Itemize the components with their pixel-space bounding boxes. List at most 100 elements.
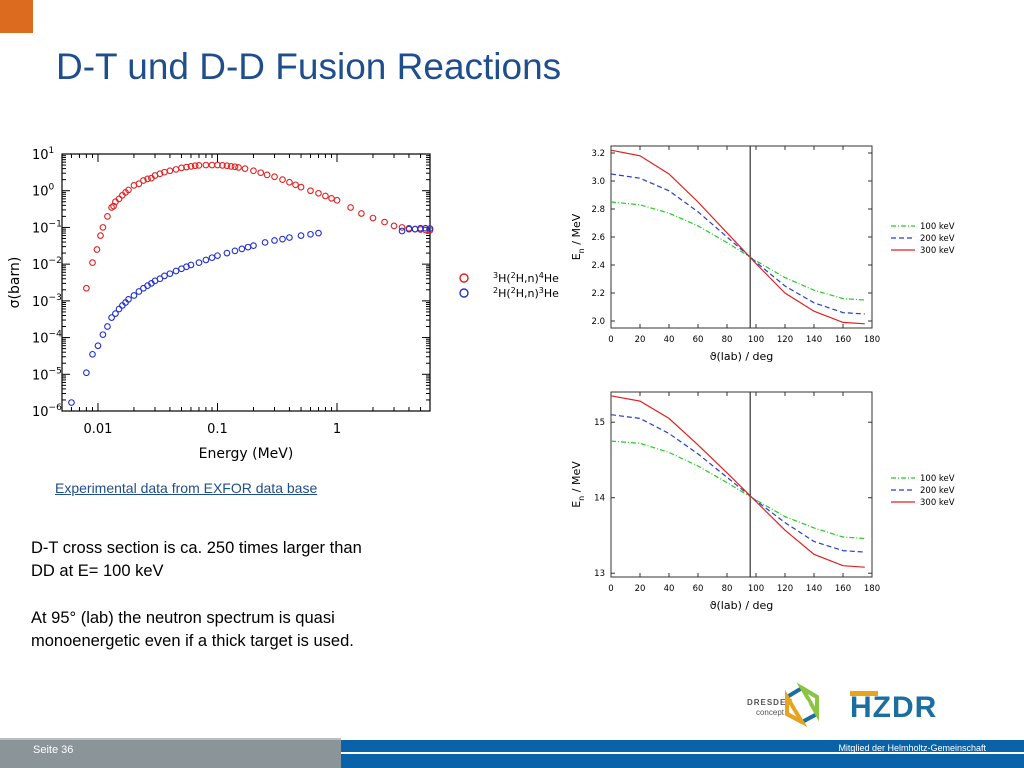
- dd-data-point: [68, 399, 75, 406]
- hzdr-logo: HZDR: [850, 691, 936, 724]
- footer-right-bar: [341, 740, 1024, 768]
- dt-data-point: [166, 167, 174, 175]
- dd-data-point: [214, 252, 221, 260]
- x-tick-label: 180: [864, 584, 880, 594]
- y-tick-label: 2.4: [591, 261, 605, 271]
- para1-line2: DD at E= 100 keV: [31, 562, 164, 580]
- x-tick-label: 120: [777, 335, 793, 345]
- exfor-link[interactable]: Experimental data from EXFOR data base: [55, 480, 318, 496]
- series-line-k200: [610, 414, 865, 553]
- dt-data-point: [307, 187, 314, 195]
- dd-data-point: [286, 234, 293, 241]
- dt-data-point: [97, 232, 104, 239]
- x-tick-label: 0.1: [207, 422, 228, 437]
- dt-data-point: [279, 176, 286, 184]
- y-tick-label: 100: [32, 183, 55, 200]
- slide-title: D-T und D-D Fusion Reactions: [56, 46, 562, 87]
- dt-data-point: [214, 161, 221, 169]
- dd-energy-angle-chart: 0 20 40 60 80 100 120 140 160 180 2.0 2.2 2.4 2.6 2.8 3…: [570, 145, 955, 363]
- dd-data-point: [422, 224, 429, 232]
- x-tick-label: 40: [664, 584, 675, 594]
- dt-data-point: [250, 167, 257, 175]
- x-axis-label: Energy (MeV): [199, 446, 294, 462]
- dt-data-point: [297, 183, 305, 191]
- dd-data-point: [271, 237, 278, 244]
- series-line-k200: [610, 173, 865, 315]
- dt-data-point: [187, 163, 195, 170]
- legend-label-k200: 200 keV: [920, 234, 955, 244]
- x-tick-label: 40: [664, 335, 675, 345]
- y-tick-label: 101: [32, 146, 54, 163]
- y-axis-label: En / MeV: [570, 461, 586, 508]
- dt-data-point: [125, 186, 132, 194]
- series-line-k300: [610, 149, 865, 325]
- dd-data-point: [112, 310, 119, 317]
- dd-data-point: [231, 247, 239, 255]
- y-tick-label: 10−4: [32, 330, 62, 347]
- para1-line1: D-T cross section is ca. 250 times large…: [31, 539, 362, 557]
- x-tick-label: 20: [635, 584, 646, 594]
- dt-data-point: [398, 224, 406, 231]
- plot-frame: [610, 391, 873, 578]
- footer-left-bar: [0, 740, 341, 768]
- x-tick-label: 0: [608, 584, 613, 594]
- legend-label-dd: 2H(2H,n)3He: [493, 286, 559, 300]
- dd-data-point: [417, 224, 424, 232]
- dt-data-point: [235, 164, 242, 171]
- dt-data-point: [140, 177, 147, 184]
- x-tick-label: 120: [777, 584, 793, 594]
- legend-label-k300: 300 keV: [920, 498, 955, 508]
- dt-data-point: [144, 175, 151, 183]
- dd-data-point: [195, 259, 203, 266]
- x-tick-label: 160: [835, 335, 851, 345]
- page-number: Seite 36: [33, 744, 74, 756]
- dd-data-point: [125, 295, 132, 303]
- dd-data-point: [161, 272, 168, 280]
- y-tick-label: 13: [594, 569, 605, 579]
- x-tick-label: 160: [835, 584, 851, 594]
- y-tick-label: 10−2: [32, 256, 62, 273]
- dt-data-point: [208, 161, 216, 169]
- dt-data-point: [83, 284, 90, 292]
- dd-data-point: [89, 350, 96, 358]
- series-line-k100: [610, 201, 865, 301]
- legend-label-dt: 3H(2H,n)4He: [493, 271, 559, 285]
- x-tick-label: 80: [722, 335, 733, 345]
- dt-data-point: [104, 213, 111, 220]
- dt-data-point: [227, 163, 235, 170]
- helmholtz-member-text: Mitglied der Helmholtz-Gemeinschaft: [838, 743, 986, 753]
- dd-data-point: [250, 242, 257, 249]
- y-axis-label: σ(barn): [7, 257, 23, 309]
- series-line-k100: [610, 440, 865, 540]
- x-tick-label: 140: [806, 335, 822, 345]
- dt-data-point: [183, 163, 190, 171]
- dd-data-point: [398, 227, 406, 235]
- dt-data-point: [263, 171, 271, 179]
- cross-section-chart: 101 100 10−1 10−2 10−3 10−4 10−5 10−6 0.01 0.1 1 En…: [7, 146, 559, 462]
- y-tick-label: 10−1: [32, 219, 62, 236]
- paragraph-spectrum: At 95° (lab) the neutron spectrum is qua…: [31, 607, 451, 653]
- dd-data-point: [130, 292, 138, 299]
- dt-data-point: [390, 222, 398, 230]
- y-tick-label: 14: [594, 494, 605, 504]
- dt-data-point: [322, 192, 329, 200]
- dd-data-point: [108, 314, 115, 321]
- y-tick-label: 10−3: [32, 293, 62, 310]
- x-tick-label: 180: [864, 335, 880, 345]
- dd-data-point: [307, 230, 314, 238]
- x-tick-label: 140: [806, 584, 822, 594]
- dd-data-point: [135, 288, 143, 295]
- dt-data-point: [202, 161, 210, 169]
- dd-data-point: [244, 243, 252, 251]
- dd-data-point: [166, 270, 174, 278]
- dd-data-point: [172, 267, 180, 275]
- dt-data-point: [191, 162, 199, 170]
- dd-data-point: [115, 305, 123, 313]
- dd-data-point: [208, 254, 216, 262]
- dd-data-point: [238, 245, 246, 253]
- y-tick-label: 2.8: [591, 205, 605, 215]
- dt-data-point: [135, 180, 143, 188]
- legend-marker-dt: [459, 273, 469, 283]
- y-tick-label: 3.0: [591, 177, 605, 187]
- dd-data-point: [279, 235, 286, 243]
